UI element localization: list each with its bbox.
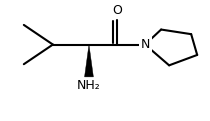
Text: NH₂: NH₂ xyxy=(77,79,101,92)
Text: O: O xyxy=(112,4,122,17)
Text: N: N xyxy=(140,38,150,51)
Polygon shape xyxy=(85,45,93,77)
